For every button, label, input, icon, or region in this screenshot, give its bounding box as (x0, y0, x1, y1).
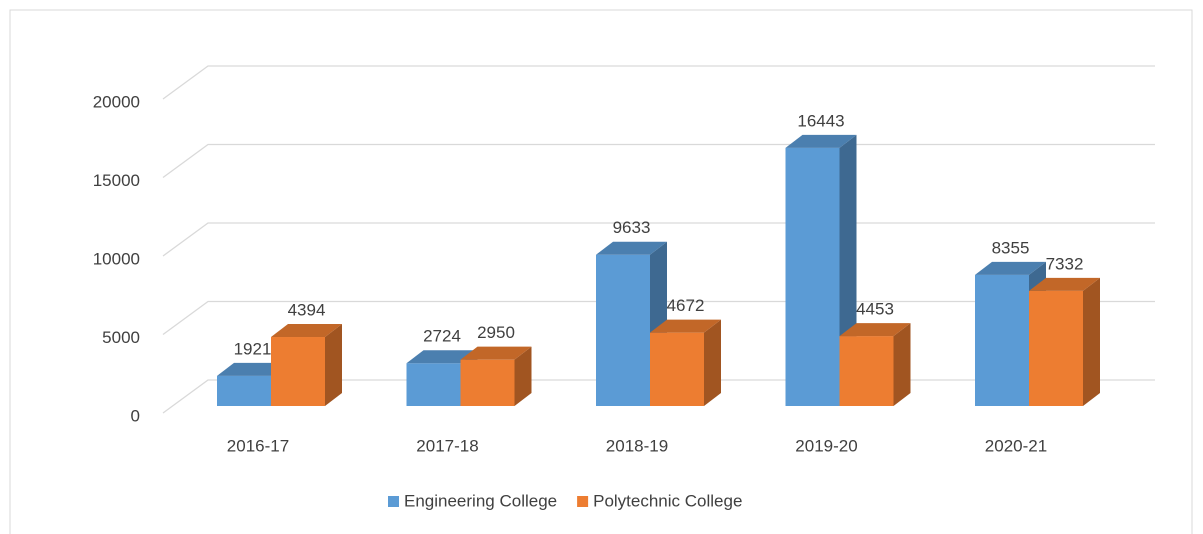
bar-top (460, 346, 532, 360)
bar-top (1029, 277, 1100, 291)
data-label: 7332 (1046, 254, 1084, 273)
bar-top (650, 319, 721, 333)
x-tick-label: 2020-21 (985, 436, 1047, 455)
data-label: 4453 (856, 300, 894, 319)
bar-front (839, 336, 894, 406)
bar-front (406, 363, 461, 406)
bar-side (1083, 277, 1100, 406)
data-label: 2950 (477, 323, 515, 342)
legend-swatch (577, 496, 589, 507)
bar (271, 324, 342, 406)
bar (596, 241, 667, 406)
bar (1029, 277, 1100, 406)
data-label: 1921 (234, 339, 272, 358)
bar-top (839, 323, 911, 337)
legend-swatch (388, 496, 399, 507)
x-tick-label: 2017-18 (416, 436, 478, 455)
bar-top (406, 350, 478, 364)
y-tick-label: 5000 (102, 328, 140, 347)
bar-front (785, 147, 840, 406)
data-label: 4672 (667, 296, 705, 315)
bar-top (271, 324, 342, 338)
y-tick-label: 10000 (93, 249, 140, 268)
bar-side (325, 324, 342, 406)
data-label: 4394 (288, 300, 326, 319)
data-label: 2724 (423, 327, 461, 346)
bar-front (1029, 290, 1083, 406)
legend-label: Engineering College (404, 491, 557, 510)
bar-top (785, 134, 857, 148)
x-tick-label: 2016-17 (227, 436, 289, 455)
bar (650, 319, 721, 406)
bar-front (596, 254, 650, 406)
bar-front (650, 332, 704, 406)
bar-top (975, 261, 1046, 275)
bar-side (704, 319, 721, 406)
bar-top (217, 362, 288, 376)
bar-front (217, 375, 271, 406)
bar-side (514, 346, 532, 406)
bar-front (271, 337, 325, 406)
x-tick-label: 2019-20 (795, 436, 857, 455)
bar-front (460, 359, 515, 406)
bar (460, 346, 532, 406)
bar-side (893, 323, 911, 406)
legend-label: Polytechnic College (593, 491, 742, 510)
y-tick-label: 15000 (93, 171, 140, 190)
data-label: 8355 (992, 238, 1030, 257)
bar (839, 323, 911, 406)
x-tick-label: 2018-19 (606, 436, 668, 455)
bar-top (596, 241, 667, 255)
grid-line (162, 65, 1155, 100)
y-tick-label: 20000 (93, 92, 140, 111)
y-tick-label: 0 (131, 406, 140, 425)
data-label: 16443 (797, 111, 844, 130)
data-label: 9633 (613, 218, 651, 237)
bar-front (975, 274, 1029, 406)
